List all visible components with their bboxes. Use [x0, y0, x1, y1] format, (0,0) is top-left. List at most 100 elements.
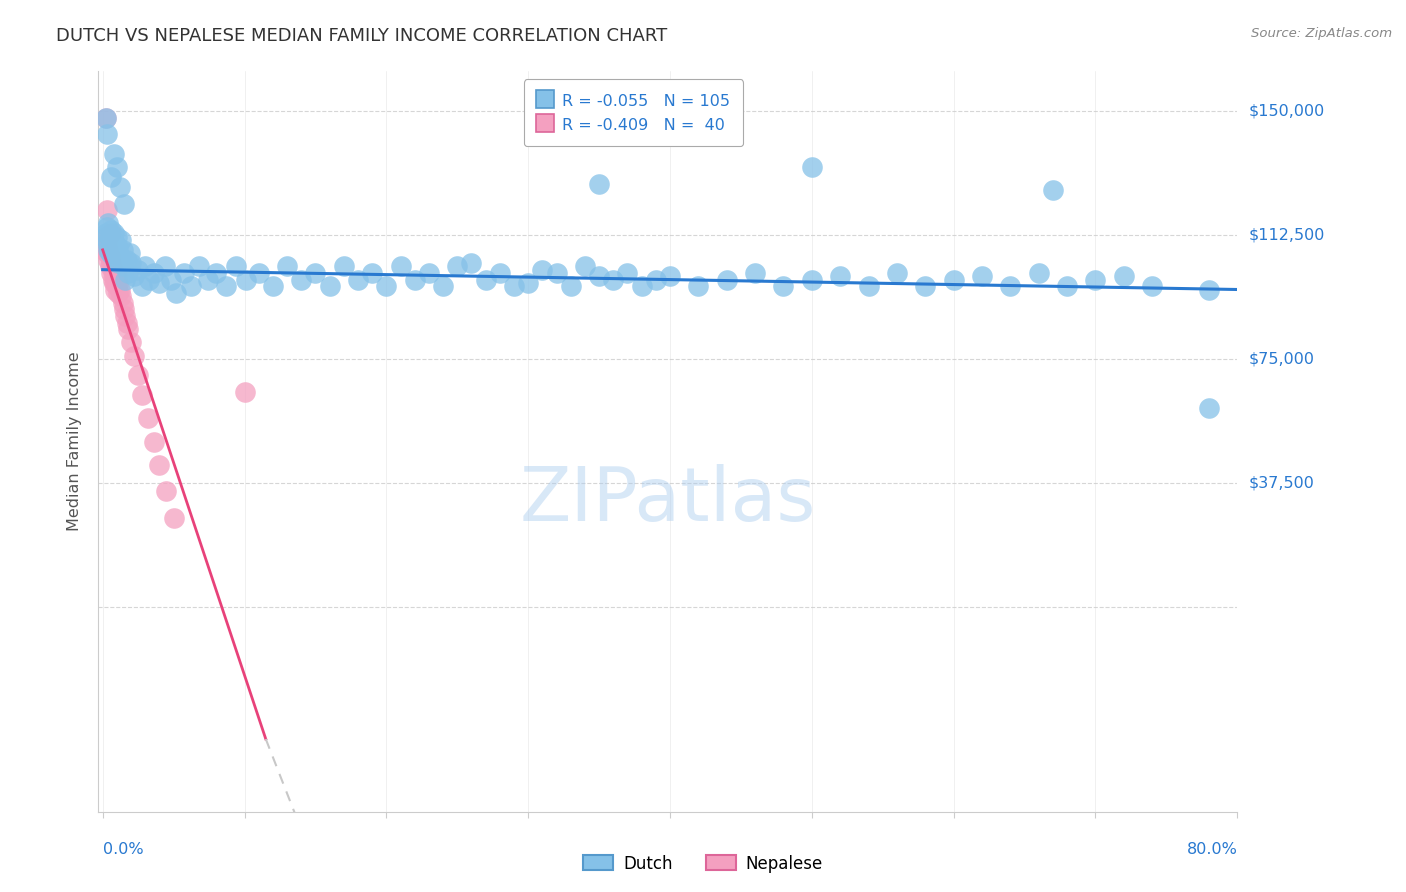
- Point: [94, 229, 117, 244]
- Point: [104, 236, 127, 251]
- Point: [108, 250, 131, 264]
- Point: [96, 246, 118, 260]
- Point: [122, 349, 145, 363]
- Point: [127, 262, 149, 277]
- Point: [101, 250, 124, 264]
- Point: [101, 272, 124, 286]
- Point: [134, 260, 156, 274]
- Point: [602, 272, 624, 286]
- Point: [120, 256, 142, 270]
- Point: [162, 510, 184, 524]
- Point: [205, 266, 228, 280]
- Point: [148, 276, 170, 290]
- Point: [98, 229, 121, 244]
- Point: [96, 236, 118, 251]
- Point: [142, 266, 165, 280]
- Point: [290, 272, 312, 286]
- Point: [262, 279, 284, 293]
- Point: [744, 266, 766, 280]
- Point: [225, 260, 247, 274]
- Point: [100, 170, 122, 185]
- Text: $75,000: $75,000: [1249, 351, 1315, 367]
- Point: [886, 266, 908, 280]
- Point: [111, 295, 134, 310]
- Point: [103, 147, 125, 161]
- Point: [103, 266, 125, 280]
- Point: [108, 180, 131, 194]
- Point: [105, 246, 128, 260]
- Point: [215, 279, 238, 293]
- Text: $37,500: $37,500: [1249, 475, 1315, 491]
- Point: [180, 279, 202, 293]
- Point: [100, 266, 122, 280]
- Point: [644, 272, 666, 286]
- Point: [110, 289, 132, 303]
- Point: [107, 285, 129, 300]
- Point: [97, 243, 120, 257]
- Point: [333, 260, 356, 274]
- Point: [546, 266, 568, 280]
- Point: [153, 260, 176, 274]
- Point: [94, 111, 117, 125]
- Legend: Dutch, Nepalese: Dutch, Nepalese: [576, 848, 830, 880]
- Point: [630, 279, 652, 293]
- Point: [114, 272, 136, 286]
- Point: [1056, 279, 1078, 293]
- Point: [247, 266, 270, 280]
- Point: [914, 279, 936, 293]
- Point: [1084, 272, 1107, 286]
- Point: [318, 279, 340, 293]
- Point: [117, 322, 139, 336]
- Point: [404, 272, 426, 286]
- Point: [474, 272, 496, 286]
- Point: [115, 252, 138, 267]
- Point: [688, 279, 710, 293]
- Point: [830, 269, 852, 284]
- Point: [103, 243, 125, 257]
- Point: [142, 434, 165, 449]
- Point: [361, 266, 384, 280]
- Point: [460, 256, 482, 270]
- Point: [103, 227, 125, 241]
- Text: 80.0%: 80.0%: [1187, 842, 1237, 857]
- Point: [111, 243, 134, 257]
- Point: [276, 260, 298, 274]
- Point: [117, 266, 139, 280]
- Point: [96, 219, 118, 234]
- Point: [105, 229, 128, 244]
- Point: [574, 260, 596, 274]
- Point: [100, 239, 122, 253]
- Point: [517, 276, 540, 290]
- Point: [1112, 269, 1135, 284]
- Point: [115, 316, 138, 330]
- Point: [138, 272, 160, 286]
- Point: [800, 272, 823, 286]
- Point: [389, 260, 412, 274]
- Point: [235, 272, 257, 286]
- Point: [114, 309, 136, 323]
- Point: [107, 256, 129, 270]
- Text: 0.0%: 0.0%: [103, 842, 143, 857]
- Point: [97, 243, 120, 257]
- Point: [105, 160, 128, 174]
- Point: [304, 266, 326, 280]
- Point: [800, 160, 823, 174]
- Point: [100, 223, 122, 237]
- Point: [93, 229, 115, 244]
- Point: [942, 272, 965, 286]
- Point: [101, 262, 124, 277]
- Point: [173, 266, 195, 280]
- Point: [104, 272, 127, 286]
- Point: [100, 227, 122, 241]
- Point: [104, 252, 127, 267]
- Point: [1140, 279, 1163, 293]
- Point: [188, 260, 211, 274]
- Point: [418, 266, 440, 280]
- Point: [120, 335, 142, 350]
- Point: [1000, 279, 1022, 293]
- Point: [772, 279, 794, 293]
- Point: [1042, 183, 1064, 197]
- Text: DUTCH VS NEPALESE MEDIAN FAMILY INCOME CORRELATION CHART: DUTCH VS NEPALESE MEDIAN FAMILY INCOME C…: [56, 27, 668, 45]
- Text: $150,000: $150,000: [1249, 103, 1324, 119]
- Point: [107, 239, 129, 253]
